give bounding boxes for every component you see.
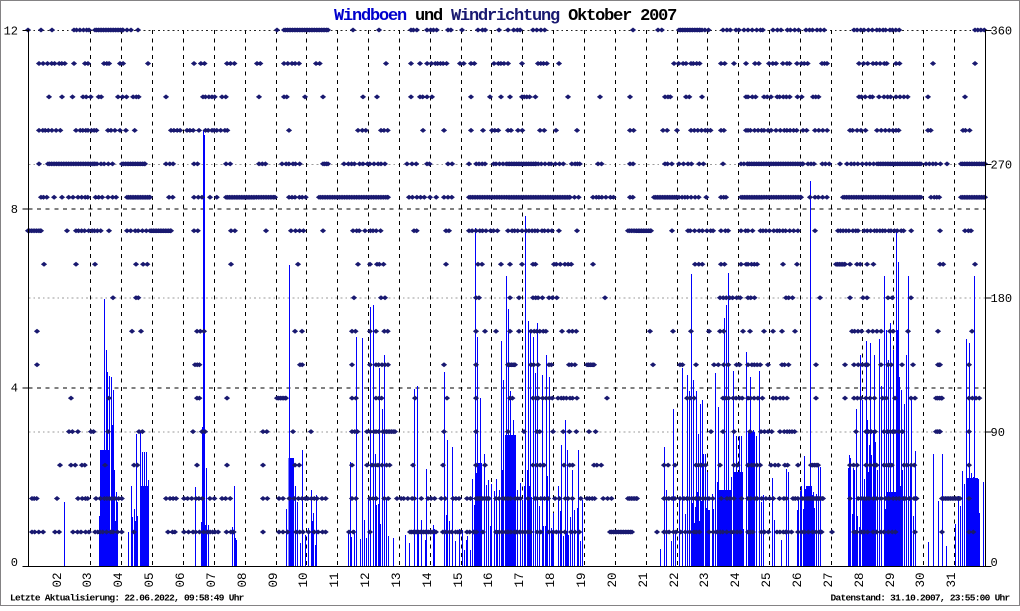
svg-text:Letzte Aktualisierung: 22.06.2: Letzte Aktualisierung: 22.06.2022, 09:58… xyxy=(10,593,245,604)
svg-text:Windboen und Windrichtung Okto: Windboen und Windrichtung Oktober 2007 xyxy=(334,7,677,26)
svg-text:12: 12 xyxy=(359,572,373,587)
svg-text:16: 16 xyxy=(482,572,496,587)
svg-text:13: 13 xyxy=(390,572,404,587)
svg-text:05: 05 xyxy=(143,572,157,587)
svg-text:08: 08 xyxy=(236,572,250,587)
svg-text:180: 180 xyxy=(991,292,1013,306)
svg-text:19: 19 xyxy=(575,572,589,587)
svg-text:360: 360 xyxy=(991,25,1013,39)
svg-text:20: 20 xyxy=(606,572,620,587)
svg-text:03: 03 xyxy=(81,572,95,587)
svg-text:270: 270 xyxy=(991,158,1013,172)
svg-text:22: 22 xyxy=(668,572,682,587)
svg-text:15: 15 xyxy=(452,572,466,587)
svg-text:4: 4 xyxy=(11,382,18,396)
svg-text:30: 30 xyxy=(914,572,928,587)
svg-text:25: 25 xyxy=(760,572,774,587)
svg-text:8: 8 xyxy=(11,203,18,217)
svg-text:02: 02 xyxy=(51,572,65,587)
svg-text:09: 09 xyxy=(267,572,281,587)
svg-text:17: 17 xyxy=(513,572,527,587)
svg-text:31: 31 xyxy=(945,572,959,587)
svg-text:14: 14 xyxy=(421,572,435,587)
svg-text:24: 24 xyxy=(729,572,743,587)
svg-text:21: 21 xyxy=(637,572,651,587)
svg-text:26: 26 xyxy=(791,572,805,587)
svg-text:90: 90 xyxy=(991,426,1005,440)
svg-text:12: 12 xyxy=(4,25,18,39)
svg-text:0: 0 xyxy=(11,556,18,570)
svg-text:04: 04 xyxy=(112,572,126,587)
svg-text:18: 18 xyxy=(544,572,558,587)
svg-text:10: 10 xyxy=(297,572,311,587)
svg-text:27: 27 xyxy=(822,572,836,587)
svg-text:Datenstand: 31.10.2007, 23:55:: Datenstand: 31.10.2007, 23:55:00 Uhr xyxy=(831,593,1011,604)
svg-text:11: 11 xyxy=(328,572,342,587)
svg-text:07: 07 xyxy=(205,572,219,587)
svg-text:23: 23 xyxy=(698,572,712,587)
svg-text:06: 06 xyxy=(174,572,188,587)
svg-text:28: 28 xyxy=(853,572,867,587)
svg-text:0: 0 xyxy=(991,556,998,570)
svg-text:29: 29 xyxy=(884,572,898,587)
